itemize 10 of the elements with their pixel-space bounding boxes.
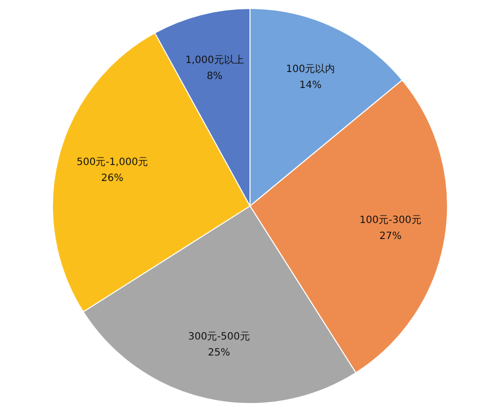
slice-label: 300元-500元 — [188, 331, 250, 342]
data-label: 8% — [206, 70, 223, 82]
slice-label: 500元-1,000元 — [76, 157, 148, 168]
slice-label: 100元-300元 — [360, 214, 422, 226]
data-label: 27% — [379, 230, 402, 242]
slice-label: 1,000元以上 — [185, 54, 244, 66]
data-label: 14% — [299, 80, 322, 91]
slice-label: 100元以内 — [286, 62, 336, 75]
data-label: 25% — [208, 347, 230, 358]
data-label: 26% — [101, 173, 124, 184]
